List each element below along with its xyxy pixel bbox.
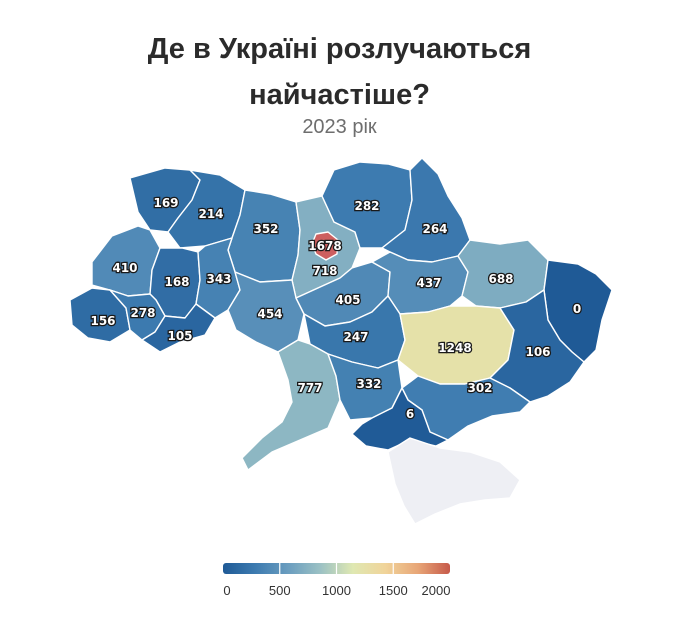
region-label-vinnytsia: 454	[257, 307, 282, 321]
region-crimea	[387, 437, 521, 525]
region-label-kherson: 6	[406, 407, 414, 421]
legend-tick-label: 500	[269, 583, 291, 598]
region-rivne	[167, 169, 246, 249]
region-label-odesa: 777	[297, 381, 322, 395]
region-label-zaporizhzhia: 302	[467, 381, 492, 395]
chart-title-line-2: найчастіше?	[249, 79, 430, 111]
labels-layer: 169 214 352 718 1678 282 264 410 168 343 454 405 437…	[89, 195, 582, 423]
color-legend: 0 500 1000 1500 2000	[223, 563, 450, 598]
region-label-dnipropetrovsk: 1248	[438, 341, 471, 355]
region-label-chernivtsi: 105	[167, 329, 192, 343]
region-label-kharkiv: 688	[488, 272, 513, 286]
chart-title: Де в Україні розлучаються найчастіше?	[0, 26, 679, 118]
region-label-luhansk: 0	[573, 302, 581, 316]
region-label-mykolaiv: 332	[356, 377, 381, 391]
region-label-ternopil: 168	[164, 275, 189, 289]
region-label-khmelnytskyi: 343	[206, 272, 231, 286]
region-label-poltava: 437	[416, 276, 441, 290]
region-label-chernihiv: 282	[354, 199, 379, 213]
legend-tick-label: 1500	[379, 583, 408, 598]
legend-ticks: 0 500 1000 1500 2000	[223, 563, 450, 598]
region-kyiv-city	[311, 231, 339, 261]
legend-tick-label: 2000	[422, 583, 451, 598]
region-label-donetsk: 106	[525, 345, 550, 359]
region-label-kirovohrad: 247	[343, 330, 368, 344]
region-chernivtsi	[141, 303, 216, 353]
region-label-cherkasy: 405	[335, 293, 360, 307]
chart-subtitle: 2023 рік	[302, 116, 377, 138]
region-label-zakarpattia: 156	[90, 314, 115, 328]
region-label-rivne: 214	[198, 207, 223, 221]
chart-title-line-1: Де в Україні розлучаються	[147, 33, 532, 65]
region-label-kyiv-city: 1678	[308, 239, 341, 253]
region-odesa	[241, 339, 341, 471]
region-label-sumy: 264	[422, 222, 447, 236]
legend-tick-label: 1000	[322, 583, 351, 598]
region-kherson	[351, 387, 449, 451]
region-label-zhytomyr: 352	[253, 222, 278, 236]
region-label-volyn: 169	[153, 196, 178, 210]
legend-tick-label: 0	[223, 583, 230, 598]
region-label-lviv: 410	[112, 261, 137, 275]
regions-layer	[69, 157, 613, 471]
region-donetsk	[489, 289, 585, 403]
region-label-kyiv-oblast: 718	[312, 264, 337, 278]
region-label-ivano-frankivsk: 278	[130, 306, 155, 320]
